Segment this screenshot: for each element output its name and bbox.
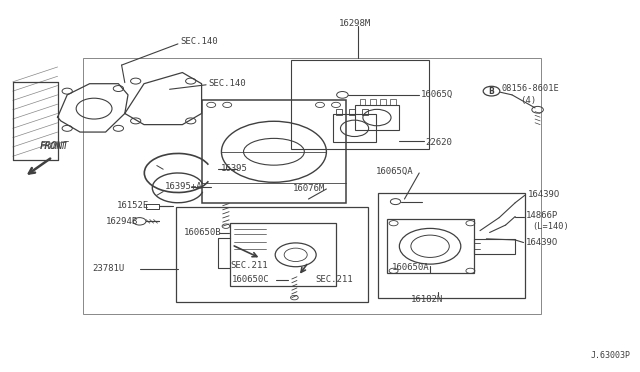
Text: 16182N: 16182N	[411, 295, 443, 304]
Text: 16294B: 16294B	[106, 217, 138, 226]
Bar	[360, 99, 365, 105]
Text: 16298M: 16298M	[339, 19, 371, 28]
Text: 16439O: 16439O	[527, 190, 559, 199]
Bar	[474, 239, 515, 254]
Bar	[146, 204, 159, 209]
Text: B: B	[489, 87, 494, 96]
Text: 16395+A: 16395+A	[165, 182, 203, 190]
Text: J.63003P: J.63003P	[590, 351, 630, 360]
Text: 160650C: 160650C	[232, 275, 269, 284]
Text: (L=140): (L=140)	[532, 222, 569, 231]
Bar	[387, 219, 474, 273]
Bar	[83, 58, 541, 314]
Text: (4): (4)	[520, 96, 536, 105]
Text: 16065QA: 16065QA	[376, 167, 414, 176]
Text: 16065Q: 16065Q	[421, 90, 453, 99]
Text: SEC.211: SEC.211	[230, 262, 268, 270]
Text: SEC.140: SEC.140	[180, 37, 218, 46]
Bar	[230, 223, 336, 286]
Bar	[362, 109, 368, 115]
Bar	[349, 109, 355, 115]
Text: 160650B: 160650B	[184, 228, 222, 237]
Text: 14866P: 14866P	[526, 211, 558, 220]
Text: FRONT: FRONT	[40, 141, 69, 151]
Bar	[291, 60, 429, 149]
Text: SEC.140: SEC.140	[208, 79, 246, 88]
Bar	[378, 193, 525, 298]
Text: 23781U: 23781U	[93, 264, 125, 273]
Bar	[333, 114, 376, 142]
Text: 160650A: 160650A	[392, 263, 429, 272]
Text: FRONT: FRONT	[40, 142, 67, 151]
Bar	[380, 99, 386, 105]
Bar	[336, 109, 342, 115]
Bar	[176, 207, 368, 302]
Text: 22620: 22620	[426, 138, 452, 147]
Text: 16076M: 16076M	[293, 185, 325, 193]
Text: 16152E: 16152E	[116, 201, 148, 210]
Text: 08156-8601E: 08156-8601E	[502, 84, 559, 93]
Bar	[370, 99, 376, 105]
Bar	[202, 100, 346, 203]
Text: 16439O: 16439O	[526, 238, 558, 247]
Text: SEC.211: SEC.211	[315, 275, 353, 284]
Bar	[390, 99, 396, 105]
Bar	[355, 105, 399, 130]
Text: 16395: 16395	[221, 164, 248, 173]
